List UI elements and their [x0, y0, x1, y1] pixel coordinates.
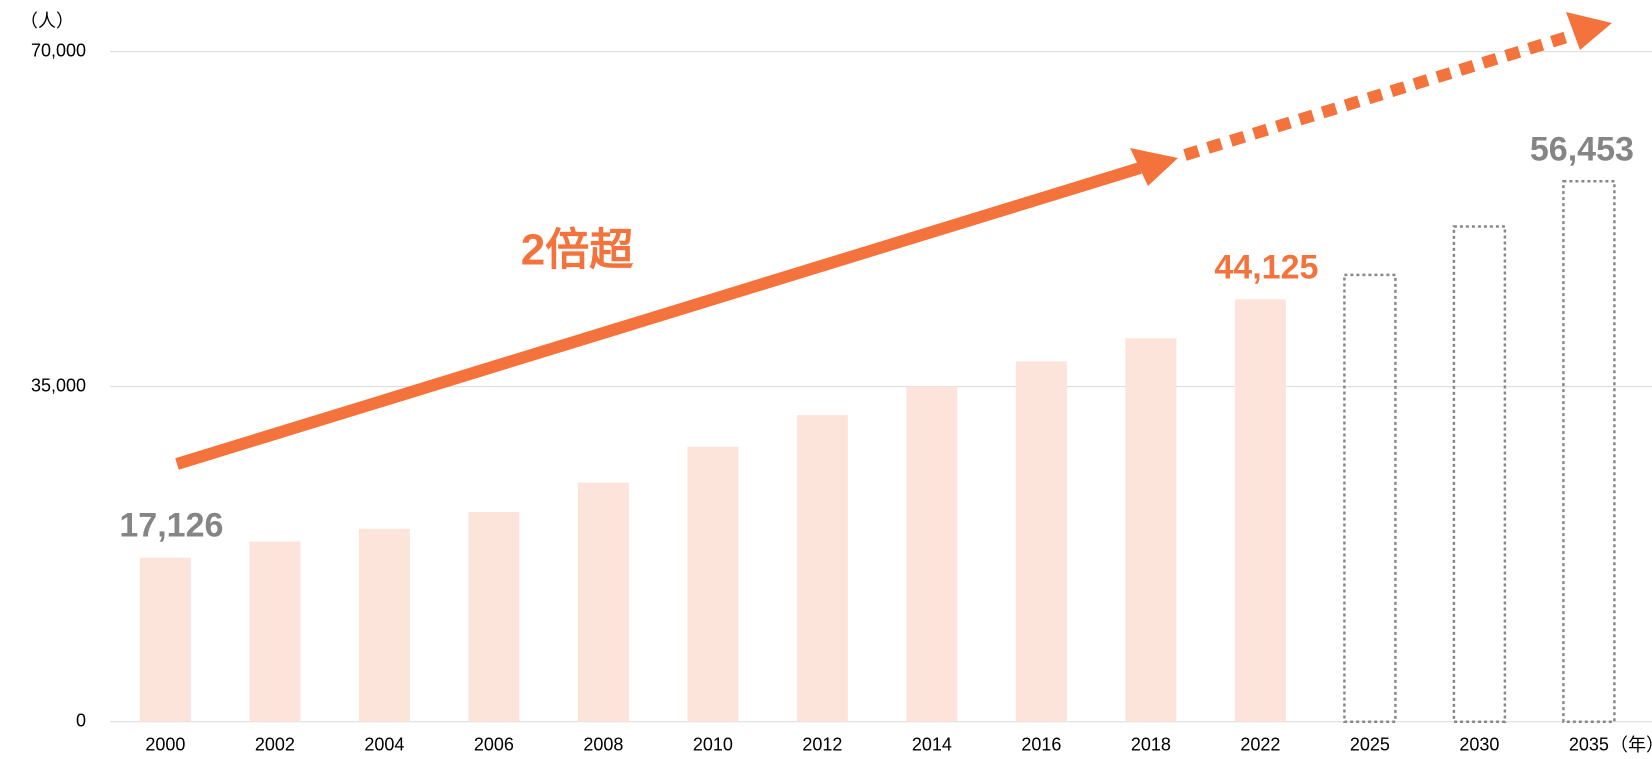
x-tick-label: 2010 — [693, 734, 733, 754]
bar — [1015, 361, 1067, 722]
bar — [139, 557, 191, 722]
arrow-solid — [175, 162, 1142, 470]
bar — [1125, 338, 1177, 722]
x-unit-label: （年） — [1610, 735, 1652, 755]
x-tick-label: 2000 — [145, 734, 185, 754]
bar — [796, 415, 848, 722]
x-tick-label: 2018 — [1131, 734, 1171, 754]
x-tick-label: 2022 — [1240, 734, 1280, 754]
bar — [1234, 299, 1286, 722]
trend-arrow — [175, 12, 1612, 470]
x-tick-label: 2016 — [1021, 734, 1061, 754]
y-tick-label: 70,000 — [31, 40, 86, 60]
x-tick-label: 2002 — [255, 734, 295, 754]
value-label: 56,453 — [1530, 130, 1634, 168]
arrow-head — [1130, 148, 1178, 186]
bar — [358, 528, 410, 722]
x-tick-label: 2014 — [912, 734, 952, 754]
bar — [687, 446, 739, 722]
y-tick-label: 0 — [76, 710, 86, 730]
arrow-dashed — [1183, 27, 1582, 161]
bar — [1452, 225, 1507, 723]
bar — [1562, 180, 1616, 723]
x-tick-label: 2035 — [1569, 734, 1609, 754]
value-label: 17,126 — [119, 507, 223, 545]
bar — [249, 541, 301, 722]
value-label: 44,125 — [1214, 248, 1318, 286]
x-tick-label: 2012 — [802, 734, 842, 754]
annotation: 2倍超 — [521, 226, 634, 275]
y-unit-label: （人） — [20, 11, 74, 31]
bar — [577, 482, 629, 722]
x-tick-label: 2030 — [1459, 734, 1499, 754]
x-tick-label: 2008 — [583, 734, 623, 754]
arrow-head-dashed — [1566, 12, 1612, 50]
bar — [906, 386, 958, 722]
x-tick-label: 2004 — [364, 734, 404, 754]
y-tick-label: 35,000 — [31, 375, 86, 395]
x-tick-label: 2006 — [474, 734, 514, 754]
bar — [1343, 273, 1397, 723]
x-tick-label: 2025 — [1350, 734, 1390, 754]
bar — [468, 512, 520, 722]
